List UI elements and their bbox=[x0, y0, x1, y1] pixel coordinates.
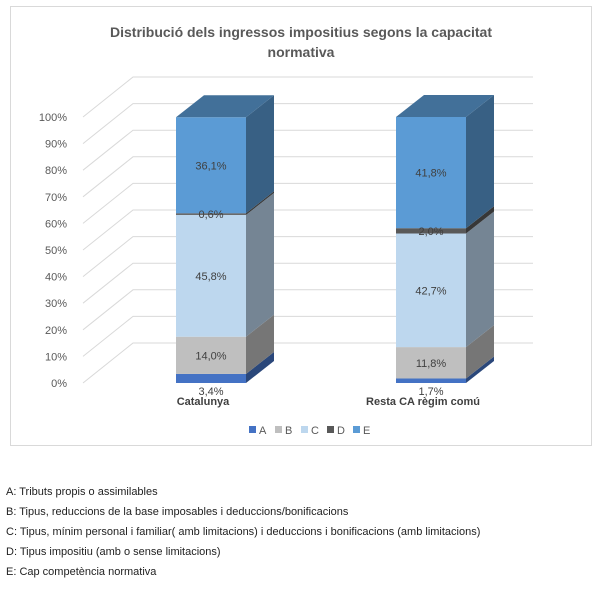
note-e: E: Cap competència normativa bbox=[6, 566, 157, 578]
stacked-bar-chart: Distribució dels ingressos impositius se… bbox=[39, 24, 533, 437]
bar-segment-d bbox=[176, 213, 246, 215]
data-label-e: 36,1% bbox=[195, 160, 226, 172]
y-tick-label: 60% bbox=[45, 218, 67, 230]
legend-swatch-a bbox=[249, 426, 256, 433]
note-d: D: Tipus impositiu (amb o sense limitaci… bbox=[6, 546, 221, 558]
data-label-d: 2,0% bbox=[418, 226, 443, 238]
bar-side-b bbox=[466, 325, 494, 379]
bar-side-c bbox=[466, 211, 494, 348]
y-tick-label: 80% bbox=[45, 165, 67, 177]
legend-swatch-b bbox=[275, 426, 282, 433]
bar-side-a bbox=[466, 356, 494, 383]
data-label-b: 11,8% bbox=[416, 358, 447, 370]
legend-label-b: B bbox=[285, 425, 292, 437]
bar-side-e bbox=[466, 95, 494, 229]
bar-segment-a bbox=[176, 373, 246, 383]
y-tick-label: 0% bbox=[51, 378, 67, 390]
note-a: A: Tributs propis o assimilables bbox=[6, 486, 158, 498]
x-category-label: Resta CA règim comú bbox=[366, 396, 480, 408]
gridline bbox=[82, 103, 533, 144]
y-tick-label: 10% bbox=[45, 351, 67, 363]
bar-segment-e bbox=[176, 117, 246, 214]
y-tick-label: 90% bbox=[45, 139, 67, 151]
y-tick-label: 30% bbox=[45, 298, 67, 310]
chart-title-line-2: normativa bbox=[268, 44, 335, 60]
y-tick-label: 100% bbox=[39, 112, 67, 124]
data-label-c: 42,7% bbox=[415, 285, 446, 297]
bar-segment-b bbox=[176, 336, 246, 374]
y-tick-label: 40% bbox=[45, 272, 67, 284]
data-label-e: 41,8% bbox=[415, 168, 446, 180]
legend-swatch-d bbox=[327, 426, 334, 433]
note-b: B: Tipus, reduccions de la base imposabl… bbox=[6, 506, 349, 518]
data-label-d: 0,6% bbox=[198, 209, 223, 221]
bar-segment-b bbox=[396, 347, 466, 379]
bar-segment-d bbox=[396, 228, 466, 234]
bar-side-d bbox=[246, 191, 274, 215]
legend-label-e: E bbox=[363, 425, 370, 437]
legend-label-c: C bbox=[311, 425, 319, 437]
gridline bbox=[82, 76, 533, 118]
bar-side-a bbox=[246, 351, 274, 383]
bar-segment-c bbox=[396, 233, 466, 348]
note-c: C: Tipus, mínim personal i familiar( amb… bbox=[6, 526, 481, 538]
data-label-b: 14,0% bbox=[195, 350, 226, 362]
legend-swatch-c bbox=[301, 426, 308, 433]
bar-segment-c bbox=[176, 214, 246, 337]
bar-top-e bbox=[176, 95, 274, 118]
data-label-a: 1,7% bbox=[418, 386, 443, 398]
bar-segment-a bbox=[396, 378, 466, 383]
legend-notes: A: Tributs propis o assimilables B: Tipu… bbox=[6, 482, 596, 582]
bar-segment-e bbox=[396, 117, 466, 229]
bar-side-c bbox=[246, 192, 274, 337]
data-label-a: 3,4% bbox=[198, 386, 223, 398]
y-tick-label: 20% bbox=[45, 325, 67, 337]
chart-container: Distribució dels ingressos impositius se… bbox=[10, 6, 592, 446]
data-label-c: 45,8% bbox=[195, 271, 226, 283]
chart-title-line-1: Distribució dels ingressos impositius se… bbox=[110, 24, 492, 40]
legend-label-a: A bbox=[259, 425, 267, 437]
legend-swatch-e bbox=[353, 426, 360, 433]
bar-side-b bbox=[246, 314, 274, 374]
bar-side-d bbox=[466, 206, 494, 234]
y-tick-label: 50% bbox=[45, 245, 67, 257]
x-category-label: Catalunya bbox=[177, 396, 230, 408]
legend-label-d: D bbox=[337, 425, 345, 437]
bar-top-e bbox=[396, 95, 494, 117]
bar-side-e bbox=[246, 95, 274, 214]
y-tick-label: 70% bbox=[45, 192, 67, 204]
